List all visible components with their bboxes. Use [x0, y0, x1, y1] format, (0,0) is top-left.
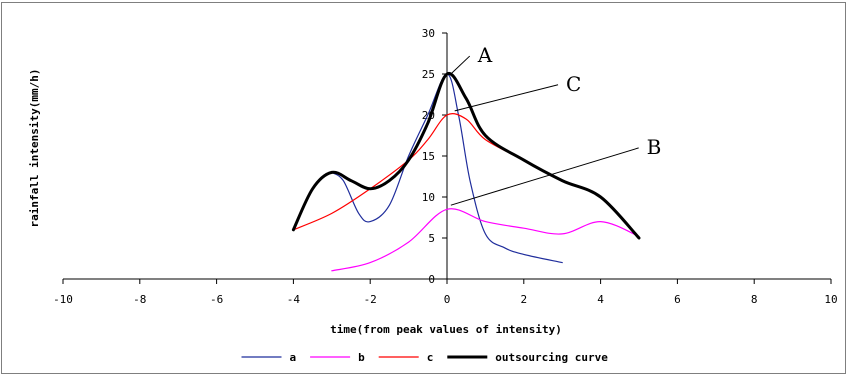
x-tick-label: 8 [751, 293, 758, 306]
legend-label-outsourcing-curve: outsourcing curve [495, 351, 608, 364]
annotation-layer: A C B [450, 43, 662, 206]
legend-label-a: a [290, 351, 297, 364]
y-tick-label: 30 [422, 27, 435, 40]
x-tick-label: -8 [133, 293, 146, 306]
legend-label-b: b [358, 351, 365, 364]
x-axis-title: time(from peak values of intensity) [330, 323, 562, 336]
y-axis-title: rainfall intensity(mm/h) [28, 69, 41, 228]
legend: a b c outsourcing curve [241, 351, 608, 364]
x-tick-label: 2 [520, 293, 527, 306]
annotation-leader [454, 84, 559, 112]
x-tick-label: 10 [824, 293, 837, 306]
x-ticks: -10 -8 -6 -4 -2 0 2 4 6 8 10 [53, 279, 838, 306]
y-tick-label: 0 [428, 273, 435, 286]
annotation-leader [450, 147, 639, 206]
annotation-label: A [477, 43, 493, 67]
x-tick-label: -10 [53, 293, 73, 306]
x-tick-label: -2 [364, 293, 377, 306]
y-tick-label: 10 [422, 191, 435, 204]
annotation-leader [450, 55, 471, 75]
x-tick-label: 0 [444, 293, 451, 306]
y-tick-label: 25 [422, 68, 435, 81]
legend-label-c: c [427, 351, 434, 364]
series-layer [291, 71, 641, 272]
x-tick-label: -6 [210, 293, 223, 306]
x-tick-label: -4 [287, 293, 301, 306]
annotation-label: B [647, 135, 662, 159]
y-tick-label: 15 [422, 150, 435, 163]
x-tick-label: 6 [674, 293, 681, 306]
series-line-b [331, 208, 640, 272]
annotation-label: C [566, 72, 581, 96]
x-tick-label: 4 [597, 293, 604, 306]
y-tick-label: 5 [428, 232, 435, 245]
